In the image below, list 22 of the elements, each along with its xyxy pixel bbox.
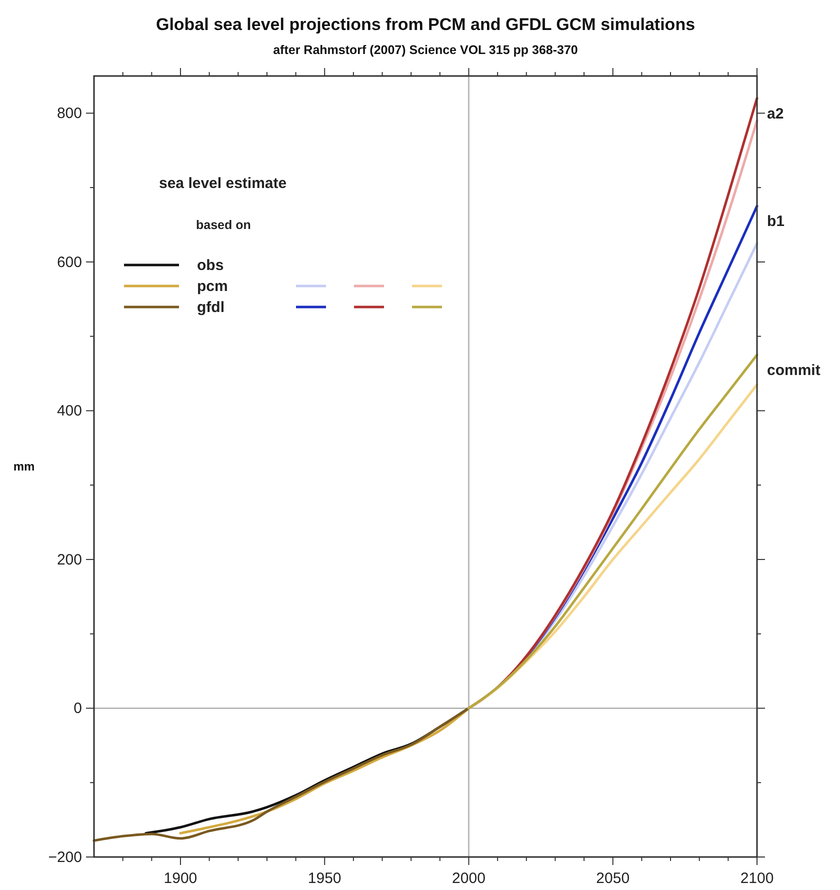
y-tick-label: 800 [56,105,82,122]
text: b1 [767,213,785,230]
y-axis-title: mm [13,460,35,474]
y-tick-label: 200 [56,551,82,568]
legend-label: pcm [197,278,228,295]
y-tick-label: −200 [48,849,82,866]
annotation: based on [196,218,251,232]
x-tick-label: 1950 [308,870,342,887]
text: a2 [767,105,784,122]
y-tick-label: 600 [56,254,82,271]
legend-title: sea level estimate [159,175,287,192]
y-tick-label: 400 [56,402,82,420]
x-tick-label: 2100 [740,870,774,887]
chart-subtitle: after Rahmstorf (2007) Science VOL 315 pp 368-370 [273,43,578,57]
text: commit [767,362,820,379]
x-tick-label: 1900 [164,870,198,887]
legend-label: obs [197,257,224,274]
x-tick-label: 2000 [452,870,486,887]
legend-label: gfdl [197,299,224,316]
y-tick-label: 0 [74,700,82,718]
chart-title: Global sea level projections from PCM and GFDL GCM simulations [156,15,696,34]
x-tick-label: 2050 [596,870,630,887]
